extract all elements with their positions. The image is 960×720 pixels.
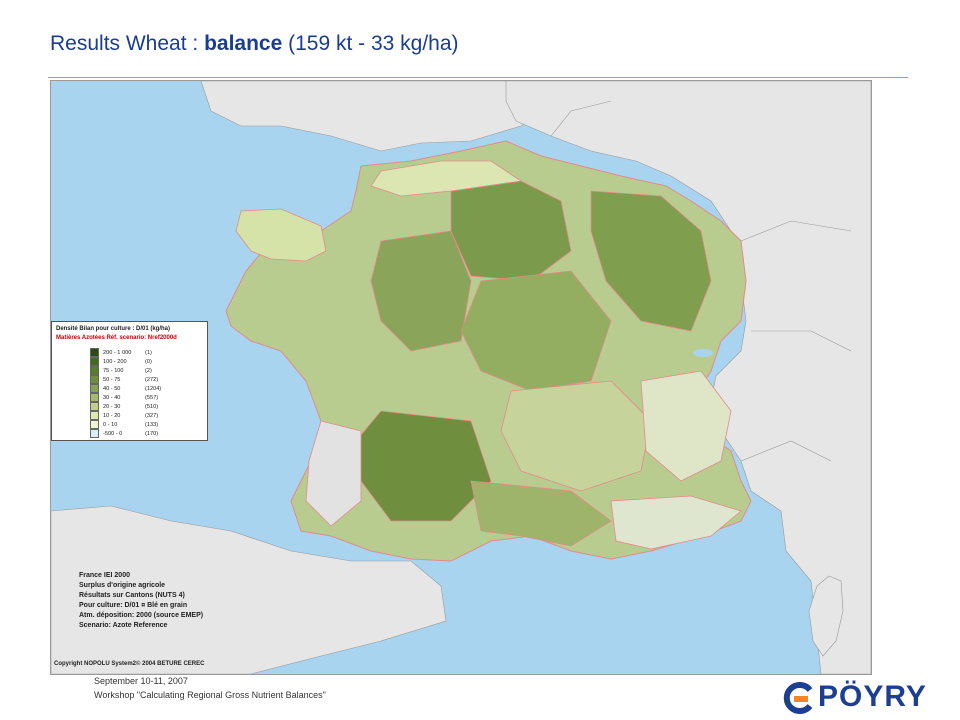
legend-range: 10 - 20	[103, 412, 121, 419]
map-info-line: Résultats sur Cantons (NUTS 4)	[79, 592, 185, 599]
title-divider	[48, 77, 908, 78]
region-north	[370, 160, 523, 197]
legend-row: 75 - 100 (2)	[90, 366, 152, 375]
footer-workshop: Workshop "Calculating Regional Gross Nut…	[94, 690, 326, 700]
lake-geneva	[693, 349, 713, 357]
region-paris	[450, 180, 572, 282]
map-info-line: Atm. déposition: 2000 (source EMEP)	[79, 612, 204, 619]
slide-title: Results Wheat : balance (159 kt - 33 kg/…	[50, 32, 459, 56]
east-land	[505, 81, 871, 674]
legend-swatch	[90, 393, 99, 402]
map-legend: Densité Bilan pour culture : D/01 (kg/ha…	[51, 321, 208, 441]
legend-count: (510)	[145, 403, 159, 410]
legend-swatch	[90, 348, 99, 357]
legend-range: 30 - 40	[103, 394, 121, 401]
map-graphic	[51, 81, 871, 674]
title-prefix: Results Wheat :	[50, 32, 205, 55]
legend-swatch	[90, 357, 99, 366]
foreign-borders	[550, 100, 852, 462]
legend-count: (133)	[145, 421, 159, 428]
legend-title: Densité Bilan pour culture : D/01 (kg/ha…	[56, 326, 171, 332]
brittany-land	[235, 208, 327, 262]
region-med	[610, 495, 742, 550]
region-south	[470, 480, 612, 547]
legend-row: 50 - 75 (272)	[90, 375, 158, 384]
legend-range: 50 - 75	[103, 376, 121, 383]
legend-row: -500 - 0 (170)	[90, 429, 158, 438]
spain-land	[51, 505, 447, 674]
legend-swatch	[90, 366, 99, 375]
map-copyright: Copyright NOPOLU System2© 2004 BETURE CE…	[54, 661, 205, 667]
region-alps	[640, 370, 732, 482]
legend-row: 100 - 200 (0)	[90, 357, 152, 366]
legend-range: 75 - 100	[103, 367, 124, 374]
corsica-land	[808, 575, 844, 657]
legend-row: 30 - 40 (557)	[90, 393, 158, 402]
map-info-line: France IEI 2000	[79, 572, 130, 579]
legend-range: 40 - 50	[103, 385, 121, 392]
legend-range: 0 - 10	[103, 421, 118, 428]
legend-count: (170)	[145, 430, 159, 437]
legend-swatch	[90, 375, 99, 384]
legend-swatch	[90, 384, 99, 393]
map-info-line: Surplus d'origine agricole	[79, 582, 166, 589]
region-landes	[305, 420, 362, 527]
legend-swatch	[90, 411, 99, 420]
title-suffix: (159 kt - 33 kg/ha)	[282, 32, 459, 55]
legend-count: (1)	[145, 349, 152, 356]
legend-row: 40 - 50 (1204)	[90, 384, 161, 393]
legend-swatch	[90, 420, 99, 429]
legend-count: (272)	[145, 376, 159, 383]
legend-count: (557)	[145, 394, 159, 401]
legend-count: (1204)	[145, 385, 162, 392]
legend-row: 0 - 10 (133)	[90, 420, 158, 429]
poyry-logo: PÖYRY	[780, 680, 930, 714]
map-info-line: Scenario: Azote Reference	[79, 622, 168, 629]
region-east	[590, 190, 712, 332]
legend-count: (0)	[145, 358, 152, 365]
poyry-logo-text: PÖYRY	[818, 680, 927, 713]
legend-count: (327)	[145, 412, 159, 419]
map-info-block: France IEI 2000 Surplus d'origine agrico…	[79, 571, 203, 631]
france-map: Densité Bilan pour culture : D/01 (kg/ha…	[50, 80, 872, 675]
legend-range: 200 - 1 000	[103, 349, 132, 356]
legend-count: (2)	[145, 367, 152, 374]
region-massif	[500, 380, 652, 492]
legend-row: 20 - 30 (510)	[90, 402, 158, 411]
legend-swatch	[90, 402, 99, 411]
footer-date: September 10-11, 2007	[94, 676, 188, 686]
legend-swatch	[90, 429, 99, 438]
legend-row: 10 - 20 (327)	[90, 411, 158, 420]
legend-range: -500 - 0	[103, 430, 123, 437]
legend-row: 200 - 1 000 (1)	[90, 348, 152, 357]
legend-subtitle: Matières Azotées Réf. scenario: Nref2000…	[56, 335, 177, 341]
legend-range: 20 - 30	[103, 403, 121, 410]
title-bold: balance	[204, 32, 283, 55]
map-info-line: Pour culture: D/01 ¤ Blé en grain	[79, 602, 188, 609]
poyry-logo-icon	[783, 682, 813, 714]
legend-range: 100 - 200	[103, 358, 127, 365]
